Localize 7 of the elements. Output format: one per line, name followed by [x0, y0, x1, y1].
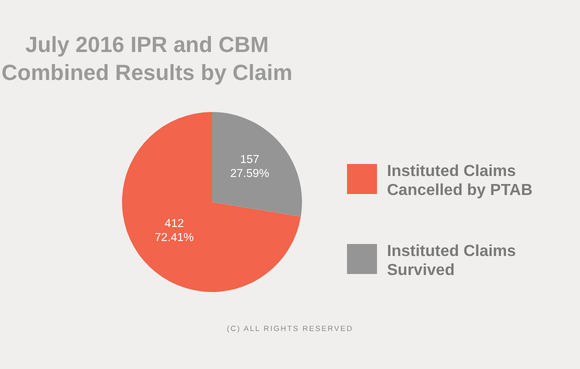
data-label: 157 27.59%	[230, 154, 270, 180]
pie-slice	[122, 112, 301, 292]
chart-title: July 2016 IPR and CBM Combined Results by Claim	[2, 32, 292, 85]
pie-slice	[212, 112, 302, 217]
legend-label: Instituted Claims Cancelled by PTAB	[387, 163, 533, 199]
legend-label: Instituted Claims Survived	[387, 243, 516, 279]
data-label: 412 72.41%	[154, 218, 194, 244]
